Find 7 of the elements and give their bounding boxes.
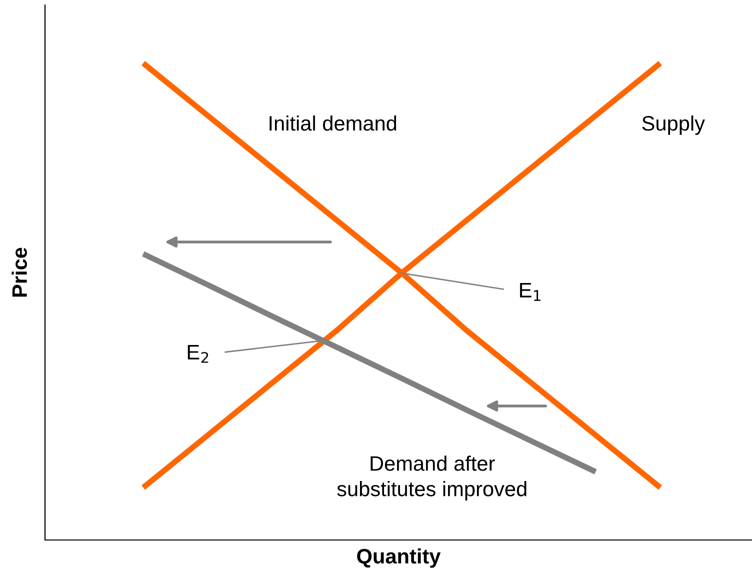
annotation: E$_{1}$ — [520, 283, 540, 301]
x-axis-title: Quantity — [357, 548, 441, 568]
annotation: E$_{2}$ — [188, 345, 208, 363]
y-axis-title: Price — [12, 248, 27, 297]
series-label: Supply — [642, 115, 705, 135]
series-label: Demand after substitutes improved — [337, 456, 526, 500]
series-label: Initial demand — [270, 115, 396, 131]
